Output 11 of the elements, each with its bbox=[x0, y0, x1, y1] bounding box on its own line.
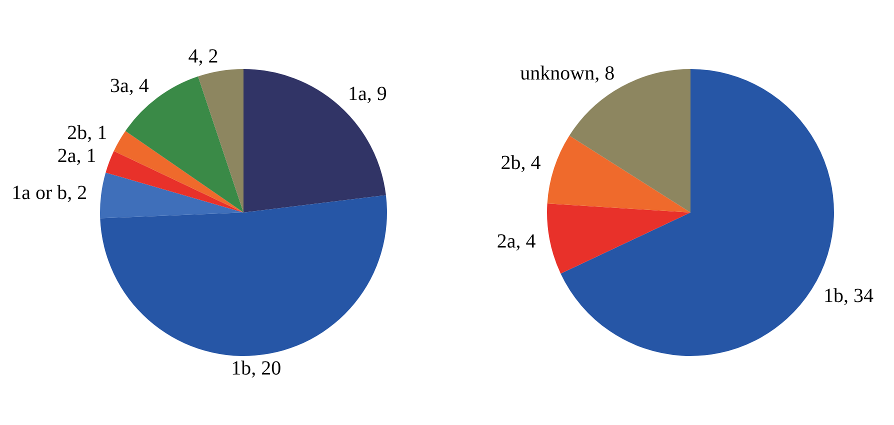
slice-label: 2b, 4 bbox=[500, 152, 541, 174]
slice-label: 1a or b, 2 bbox=[12, 182, 88, 204]
slice-label: 3a, 4 bbox=[110, 74, 149, 97]
slice-label: 1b, 20 bbox=[231, 358, 282, 380]
slice-label: 2b, 1 bbox=[67, 122, 108, 144]
slice-label: 4, 2 bbox=[188, 45, 218, 68]
slice-label: 1a, 9 bbox=[348, 82, 387, 105]
slice-label: 2a, 1 bbox=[57, 144, 96, 167]
slice-label: unknown, 8 bbox=[520, 62, 615, 85]
slice-label: 2a, 4 bbox=[496, 230, 536, 252]
slice-label: 1b, 34 bbox=[823, 285, 874, 308]
